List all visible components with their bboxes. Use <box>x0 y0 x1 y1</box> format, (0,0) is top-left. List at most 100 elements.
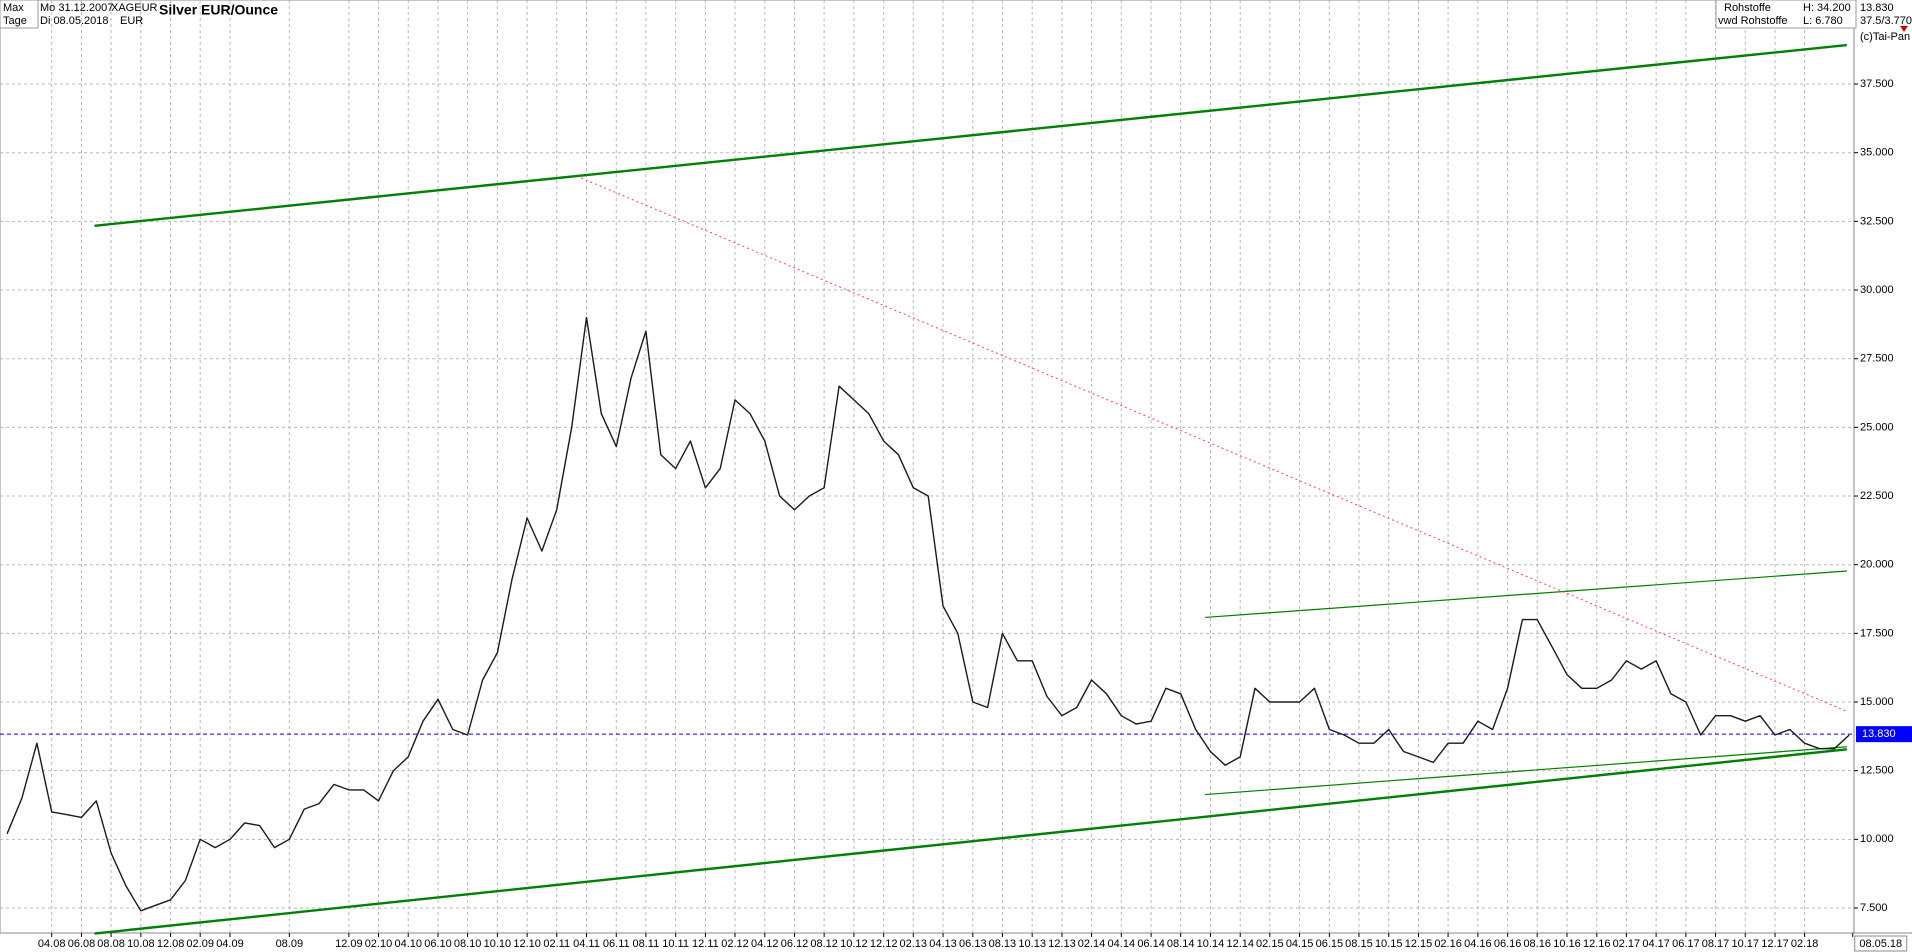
copyright: (c)Tai-Pan <box>1860 31 1910 43</box>
date-from: Mo 31.12.2007 <box>40 2 113 14</box>
x-tick-label: 04.13 <box>929 938 957 950</box>
x-tick-label: 06.14 <box>1137 938 1165 950</box>
low: L: 6.780 <box>1803 15 1843 27</box>
x-tick-label: 06.11 <box>603 938 630 950</box>
y-tick-label: 30.000 <box>1860 284 1894 296</box>
x-tick-label: 08.10 <box>454 938 482 950</box>
x-tick-label: 10.17 <box>1731 938 1759 950</box>
trend-line <box>94 748 1847 935</box>
trend-line <box>94 43 1847 227</box>
last-price: 13.830 <box>1860 2 1894 14</box>
x-tick-label: 08.15 <box>1345 938 1373 950</box>
x-tick-label: 04.14 <box>1108 938 1136 950</box>
x-tick-label: 04.09 <box>216 938 244 950</box>
x-tick-label: 06.13 <box>959 938 987 950</box>
x-tick-label: 12.14 <box>1226 938 1254 950</box>
reference-label: 13.830 <box>1862 728 1896 740</box>
y-tick-label: 12.500 <box>1860 765 1894 777</box>
exchange: Rohstoffe <box>1724 2 1771 14</box>
range-selector[interactable]: Max <box>3 2 24 14</box>
x-tick-label: 06.16 <box>1494 938 1522 950</box>
x-tick-label: 08.12 <box>810 938 838 950</box>
x-tick-label: 12.13 <box>1048 938 1076 950</box>
x-tick-label: 08.05.18 <box>1859 938 1902 950</box>
x-tick-label: 02.17 <box>1613 938 1641 950</box>
x-tick-label: 10.13 <box>1018 938 1046 950</box>
header-left: Max Tage Mo 31.12.2007 Di 08.05.2018 XAG… <box>0 0 278 29</box>
x-tick-label: 12.09 <box>335 938 363 950</box>
x-tick-label: 02.10 <box>365 938 393 950</box>
y-tick-label: 7.500 <box>1860 902 1888 914</box>
currency: EUR <box>120 15 143 27</box>
x-tick-label: 02.11 <box>543 938 570 950</box>
period-selector[interactable]: Tage <box>3 15 27 27</box>
y-tick-label: 37.500 <box>1860 78 1894 90</box>
y-tick-label: 35.000 <box>1860 147 1894 159</box>
y-tick-label: 27.500 <box>1860 353 1894 365</box>
x-tick-label: 12.16 <box>1583 938 1611 950</box>
x-tick-label: 06.17 <box>1672 938 1700 950</box>
x-tick-label: 04.15 <box>1286 938 1314 950</box>
y-tick-label: 15.000 <box>1860 696 1894 708</box>
y-tick-label: 32.500 <box>1860 215 1894 227</box>
x-tick-label: 06.08 <box>68 938 96 950</box>
x-tick-label: 08.13 <box>989 938 1017 950</box>
x-tick-label: 10.08 <box>127 938 155 950</box>
x-tick-label: 12.10 <box>513 938 541 950</box>
y-tick-label: 17.500 <box>1860 627 1894 639</box>
x-tick-label: 04.11 <box>573 938 600 950</box>
x-tick-label: 02.12 <box>721 938 749 950</box>
x-tick-label: 04.10 <box>394 938 422 950</box>
x-tick-label: 04.12 <box>751 938 779 950</box>
date-to: Di 08.05.2018 <box>40 15 109 27</box>
source: vwd Rohstoffe <box>1718 15 1788 27</box>
x-tick-label: 08.11 <box>633 938 660 950</box>
info-box <box>1715 0 1857 29</box>
x-tick-label: 02.16 <box>1434 938 1462 950</box>
x-tick-label: 04.08 <box>38 938 66 950</box>
price-line <box>6 316 1850 912</box>
x-tick-label: 12.15 <box>1405 938 1433 950</box>
x-tick-label: 08.08 <box>97 938 125 950</box>
high: H: 34.200 <box>1803 2 1851 14</box>
x-tick-highlight <box>1854 935 1908 952</box>
y-tick-label: 22.500 <box>1860 490 1894 502</box>
indicator <box>1900 26 1908 32</box>
x-tick-label: 08.09 <box>276 938 304 950</box>
x-tick-label: 06.12 <box>781 938 809 950</box>
x-tick-label: 02.13 <box>900 938 928 950</box>
x-tick-label: 02.09 <box>186 938 214 950</box>
x-tick-label: 12.08 <box>157 938 185 950</box>
selector-box <box>0 0 39 29</box>
x-tick-label: 04.16 <box>1464 938 1492 950</box>
chart-title: Silver EUR/Ounce <box>159 2 278 18</box>
x-tick-label: 10.12 <box>840 938 868 950</box>
x-tick-label: 08.14 <box>1167 938 1195 950</box>
x-tick-label: 06.10 <box>424 938 452 950</box>
y-tick-label: 20.000 <box>1860 559 1894 571</box>
header-right: Rohstoffe vwd Rohstoffe H: 34.200 L: 6.7… <box>1715 0 1912 43</box>
x-tick-label: 10.11 <box>662 938 689 950</box>
x-tick-label: 12.11 <box>692 938 719 950</box>
x-tick-label: 02.18 <box>1791 938 1819 950</box>
y-tick-label: 10.000 <box>1860 833 1894 845</box>
x-tick-label: 02.14 <box>1078 938 1106 950</box>
x-tick-label: 10.14 <box>1197 938 1225 950</box>
x-tick-label: 08.16 <box>1523 938 1551 950</box>
trend-line <box>1205 570 1847 619</box>
x-tick-label: 12.17 <box>1761 938 1789 950</box>
x-tick-label: 02.15 <box>1256 938 1284 950</box>
x-tick-label: 10.10 <box>484 938 512 950</box>
x-tick-label: 04.17 <box>1642 938 1670 950</box>
trend-line <box>580 177 1848 712</box>
y-tick-label: 25.000 <box>1860 421 1894 433</box>
x-tick-label: 10.15 <box>1375 938 1403 950</box>
x-tick-label: 12.12 <box>870 938 898 950</box>
x-tick-label: 10.16 <box>1553 938 1581 950</box>
symbol: XAGEUR <box>111 2 158 14</box>
reference-label-box <box>1856 726 1912 743</box>
trend-line <box>1205 746 1847 796</box>
x-tick-label: 08.17 <box>1702 938 1730 950</box>
